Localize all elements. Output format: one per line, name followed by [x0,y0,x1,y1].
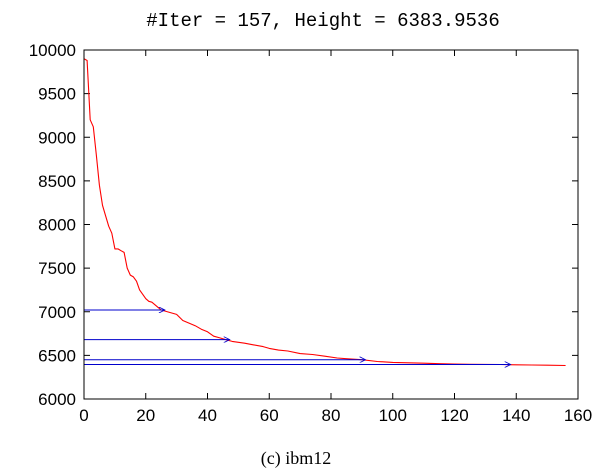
series-line [83,58,566,367]
x-tick-label: 60 [260,406,279,425]
y-tick-labels: 6000 6500 7000 7500 8000 8500 9000 9500 10000 [29,41,76,409]
y-tick-label: 9000 [38,128,76,147]
y-tick-label: 6000 [38,390,76,409]
x-tick-label: 160 [564,406,592,425]
plot-frame [83,49,579,400]
y-tick-label: 6500 [38,346,76,365]
x-tick-label: 120 [440,406,468,425]
x-tick-label: 40 [198,406,217,425]
y-tick-label: 8000 [38,216,76,235]
y-tick-label: 10000 [29,41,76,60]
x-tick-labels: 0 20 40 60 80 100 120 140 160 [79,406,592,425]
y-tick-label: 7000 [38,303,76,322]
tick-marks [83,49,579,400]
arrow-annotations [84,310,510,365]
figure-caption: (c) ibm12 [261,448,331,469]
x-tick-label: 100 [379,406,407,425]
x-tick-label: 0 [79,406,88,425]
chart-title: #Iter = 157, Height = 6383.9536 [146,10,499,32]
x-tick-label: 20 [136,406,155,425]
x-tick-label: 140 [502,406,530,425]
y-tick-label: 7500 [38,259,76,278]
y-tick-label: 9500 [38,85,76,104]
y-tick-label: 8500 [38,172,76,191]
x-tick-label: 80 [322,406,341,425]
